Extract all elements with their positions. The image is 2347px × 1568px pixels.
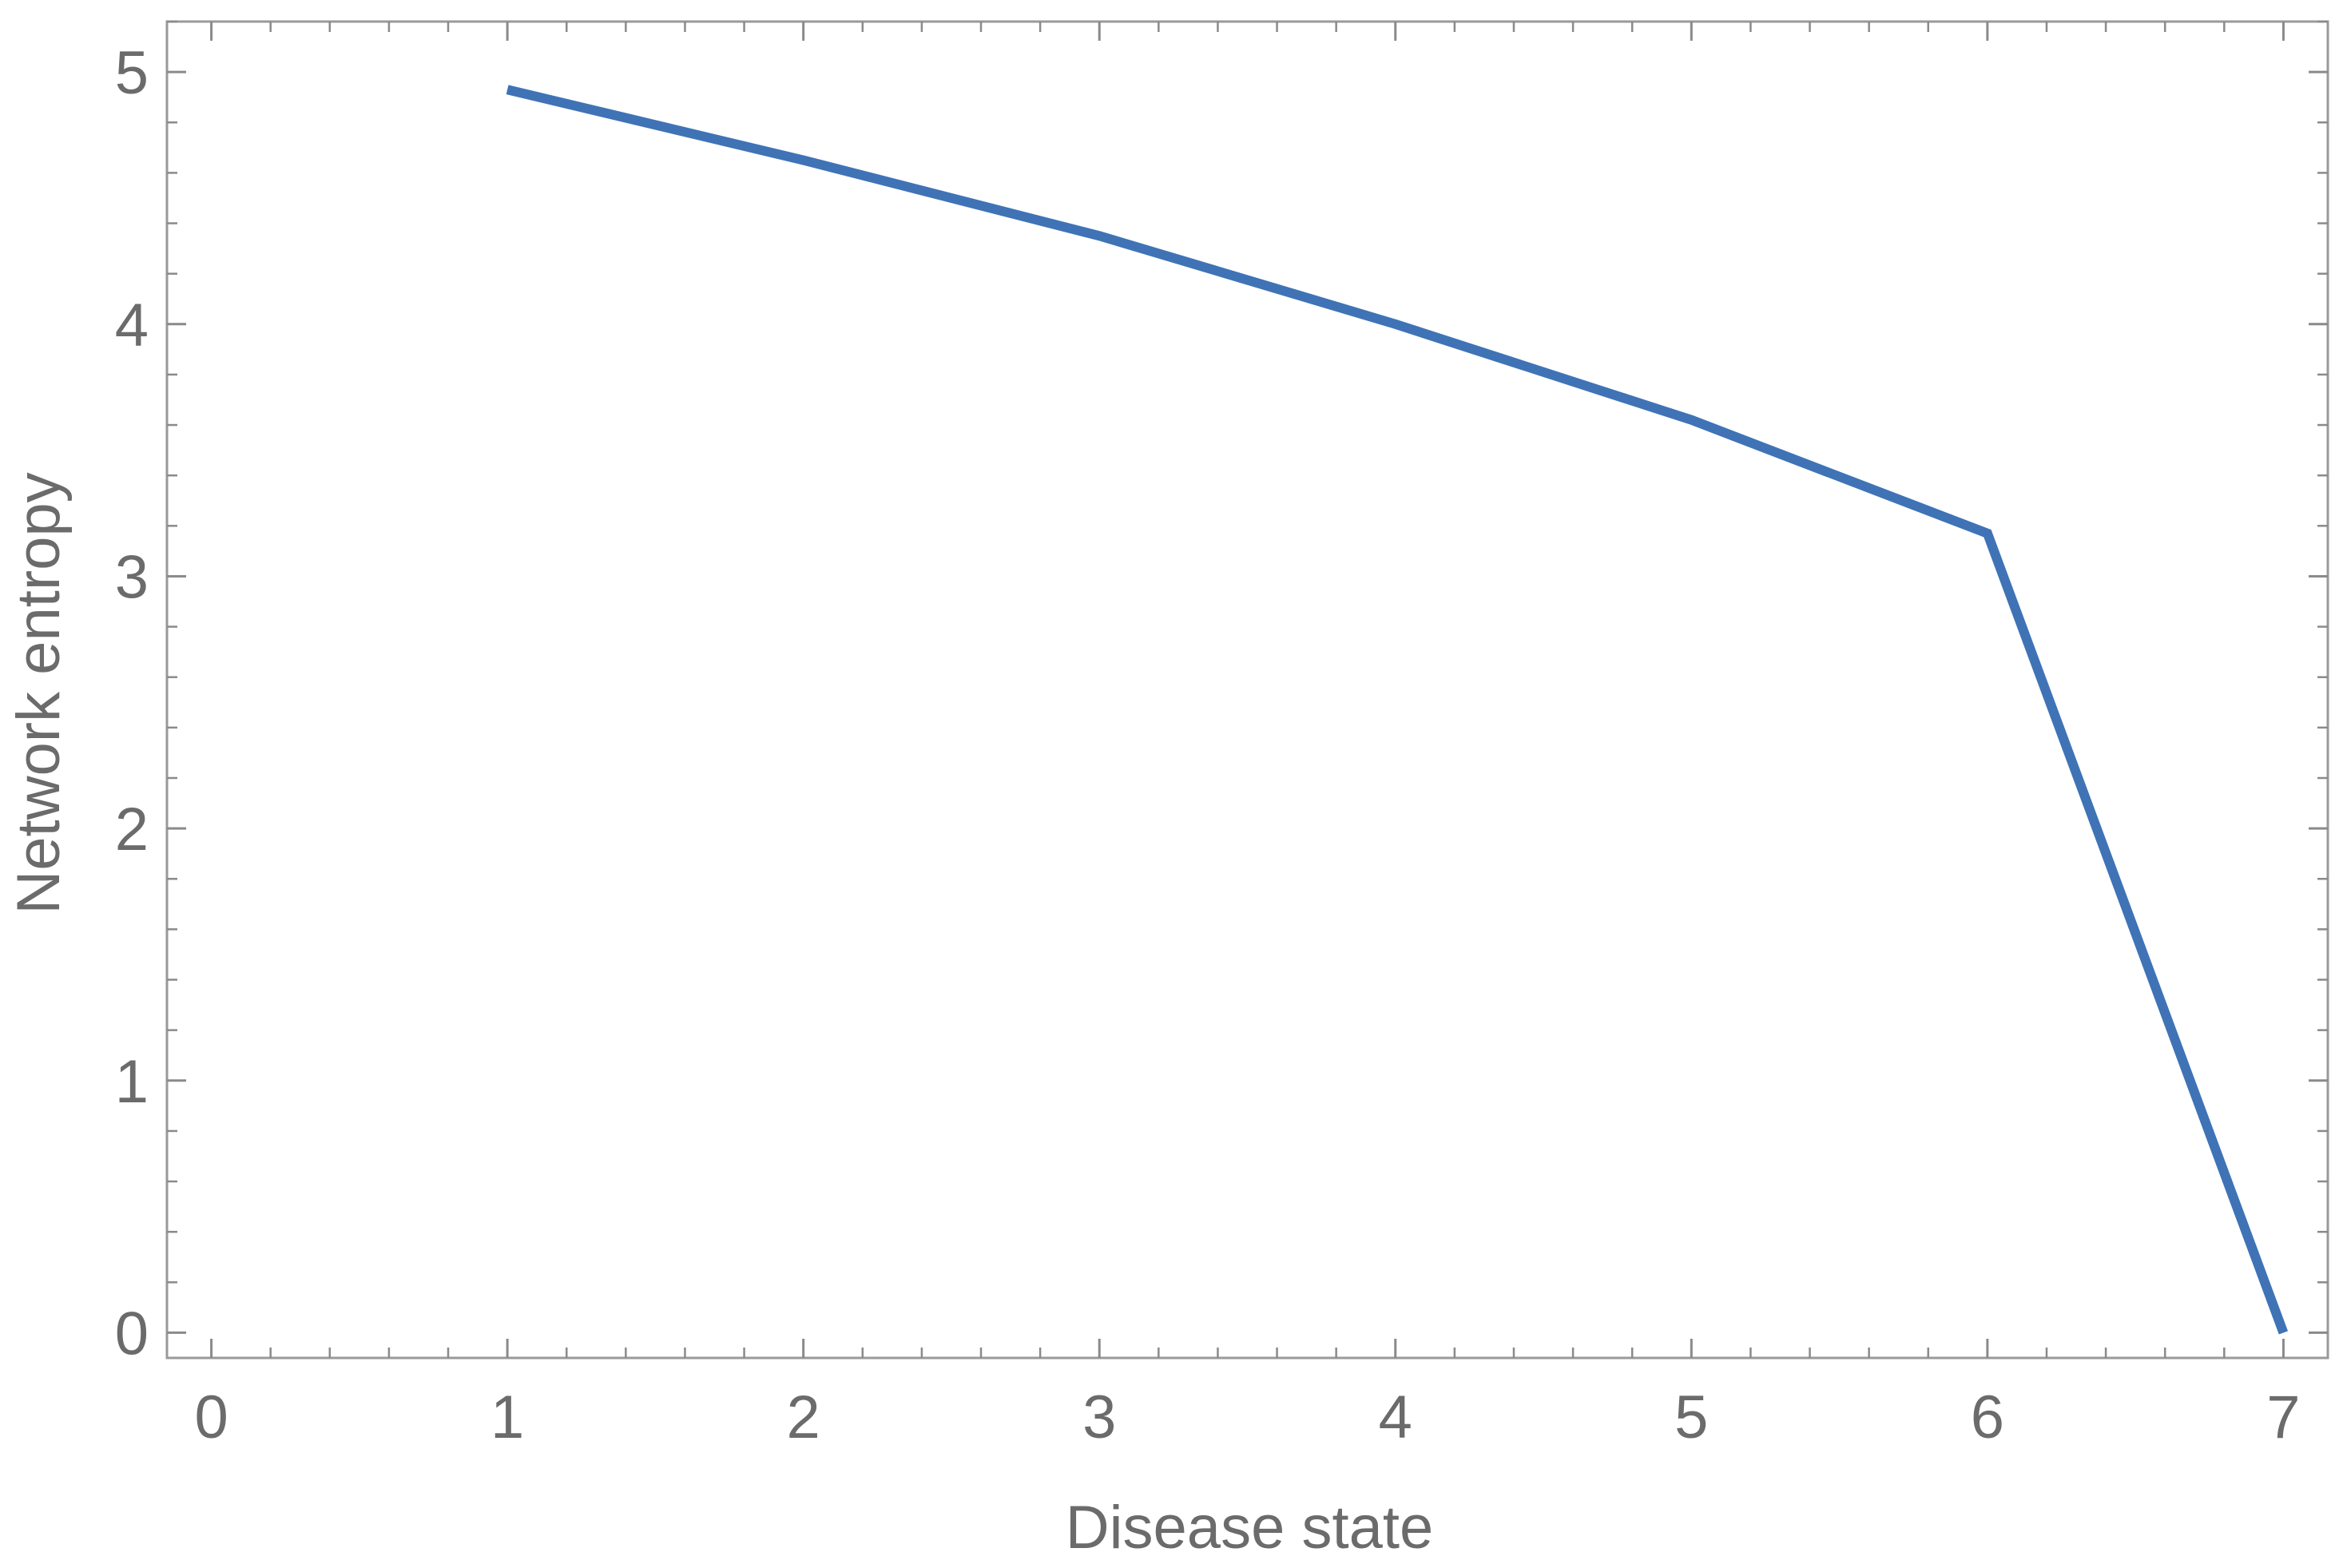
x-tick-label: 2: [787, 1383, 820, 1451]
plot-frame: [165, 20, 2329, 1360]
series-line: [506, 85, 2289, 1335]
x-tick-label: 7: [2266, 1383, 2300, 1451]
ticks-group: [167, 20, 2328, 1358]
plot-frame-group: [165, 20, 2329, 1360]
series-group: [506, 85, 2289, 1335]
x-tick-label: 5: [1674, 1383, 1708, 1451]
x-tick-label: 3: [1082, 1383, 1116, 1451]
y-tick-label: 1: [115, 1048, 149, 1116]
y-tick-label: 5: [115, 39, 149, 107]
x-tick-label: 4: [1379, 1383, 1412, 1451]
y-tick-label: 0: [115, 1300, 149, 1368]
x-tick-label: 0: [194, 1383, 228, 1451]
y-tick-label: 4: [115, 292, 149, 359]
y-tick-label: 2: [115, 796, 149, 863]
tick-labels-group: 0 1 2 3 4 5 6 7 0 1 2 3 4 5: [115, 39, 2301, 1451]
x-tick-label: 1: [490, 1383, 524, 1451]
x-tick-label: 6: [1971, 1383, 2004, 1451]
y-axis-title: Network entropy: [5, 472, 73, 914]
y-tick-label: 3: [115, 543, 149, 611]
x-axis-title: Disease state: [1066, 1494, 1433, 1562]
